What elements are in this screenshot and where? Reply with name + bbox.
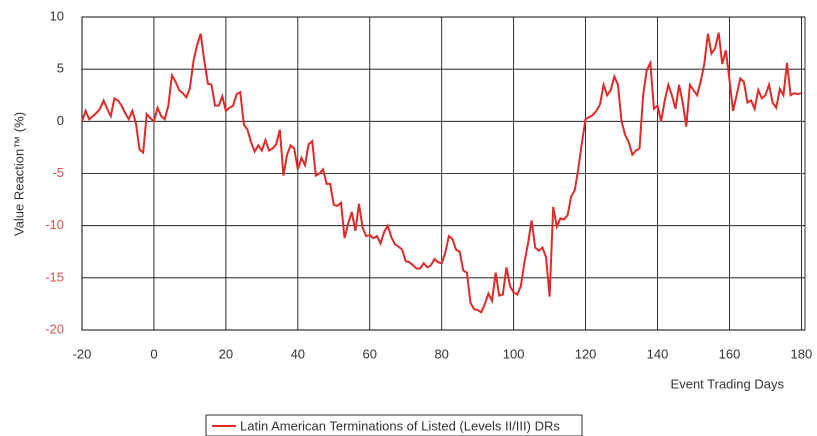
- legend-label: Latin American Terminations of Listed (L…: [240, 418, 560, 433]
- x-tick-label: -20: [73, 346, 92, 361]
- y-tick-label: -10: [45, 217, 64, 232]
- y-tick-label: 0: [57, 113, 64, 128]
- x-tick-label: 160: [719, 346, 741, 361]
- data-line: [81, 32, 802, 314]
- x-tick-label: 60: [363, 346, 377, 361]
- x-tick-label: 180: [791, 346, 813, 361]
- x-tick-label: 100: [503, 346, 525, 361]
- y-tick-label: -20: [45, 321, 64, 336]
- y-tick-label: 5: [57, 61, 64, 76]
- x-tick-label: 40: [291, 346, 305, 361]
- x-tick-label: 140: [647, 346, 669, 361]
- x-tick-label: 20: [219, 346, 233, 361]
- x-tick-label: 120: [575, 346, 597, 361]
- y-tick-label: -5: [52, 165, 64, 180]
- y-tick-label: 10: [50, 8, 64, 23]
- y-axis-title: Value Reaction™ (%): [11, 112, 26, 236]
- x-axis-title: Event Trading Days: [671, 376, 785, 391]
- y-tick-label: -15: [45, 269, 64, 284]
- x-tick-label: 80: [434, 346, 448, 361]
- x-tick-label: 0: [150, 346, 157, 361]
- legend-box: [205, 414, 583, 436]
